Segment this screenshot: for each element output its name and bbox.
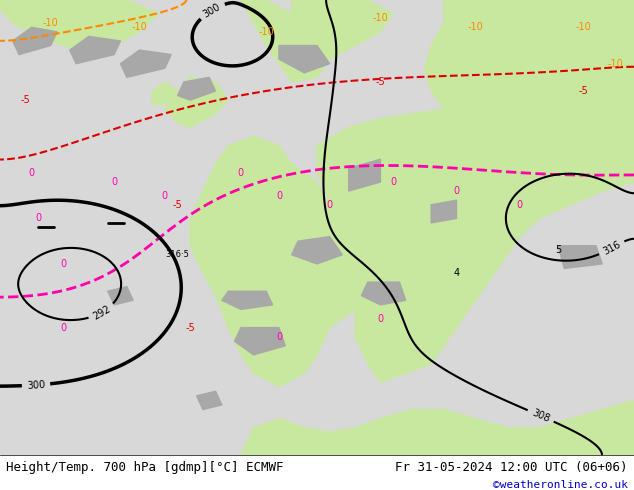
Text: -5: -5 (20, 95, 30, 105)
Text: 0: 0 (35, 214, 41, 223)
Text: 300: 300 (27, 379, 46, 391)
Text: 316: 316 (601, 239, 622, 257)
Text: -5: -5 (185, 322, 195, 333)
Text: -10: -10 (607, 59, 623, 69)
Text: 0: 0 (453, 186, 460, 196)
Polygon shape (165, 77, 228, 127)
Text: 300: 300 (202, 1, 223, 20)
Text: -10: -10 (43, 18, 58, 28)
Text: -10: -10 (576, 23, 591, 32)
Polygon shape (197, 392, 222, 410)
Polygon shape (431, 200, 456, 223)
Text: Height/Temp. 700 hPa [gdmp][°C] ECMWF: Height/Temp. 700 hPa [gdmp][°C] ECMWF (6, 461, 284, 474)
Text: 292: 292 (91, 303, 112, 321)
Text: Fr 31-05-2024 12:00 UTC (06+06): Fr 31-05-2024 12:00 UTC (06+06) (395, 461, 628, 474)
Polygon shape (558, 245, 602, 269)
Text: ©weatheronline.co.uk: ©weatheronline.co.uk (493, 480, 628, 490)
Text: 308: 308 (530, 408, 551, 424)
Text: -10: -10 (132, 23, 147, 32)
Polygon shape (304, 273, 342, 341)
Polygon shape (108, 287, 133, 305)
Polygon shape (425, 0, 634, 109)
Text: -10: -10 (259, 27, 274, 37)
Text: 0: 0 (162, 191, 168, 200)
Polygon shape (241, 400, 634, 455)
Polygon shape (190, 137, 368, 387)
Polygon shape (222, 291, 273, 309)
Polygon shape (292, 0, 393, 59)
Text: -5: -5 (172, 200, 183, 210)
Polygon shape (279, 46, 330, 73)
Polygon shape (241, 0, 330, 82)
Text: 0: 0 (390, 177, 396, 187)
Polygon shape (349, 159, 380, 191)
Text: 0: 0 (327, 200, 333, 210)
Text: 0: 0 (29, 168, 35, 178)
Text: 0: 0 (60, 259, 67, 269)
Polygon shape (355, 273, 431, 346)
Polygon shape (292, 237, 342, 264)
Text: 0: 0 (276, 332, 282, 342)
Polygon shape (13, 27, 57, 54)
Text: 0: 0 (276, 191, 282, 200)
Polygon shape (120, 50, 171, 77)
Text: -10: -10 (468, 23, 483, 32)
Text: 4: 4 (453, 268, 460, 278)
Text: 0: 0 (377, 314, 384, 323)
Polygon shape (70, 36, 120, 64)
Text: 0: 0 (60, 322, 67, 333)
Polygon shape (178, 77, 216, 100)
Text: 5: 5 (555, 245, 561, 255)
Polygon shape (152, 82, 178, 105)
Text: -10: -10 (373, 13, 388, 23)
Text: 0: 0 (517, 200, 523, 210)
Text: 316·5: 316·5 (165, 250, 190, 259)
Polygon shape (0, 0, 158, 54)
Polygon shape (235, 328, 285, 355)
Text: 0: 0 (111, 177, 117, 187)
Polygon shape (0, 0, 76, 36)
Text: -5: -5 (578, 86, 588, 96)
Polygon shape (361, 282, 406, 305)
Text: -5: -5 (375, 77, 385, 87)
Polygon shape (317, 68, 634, 382)
Text: 0: 0 (238, 168, 244, 178)
